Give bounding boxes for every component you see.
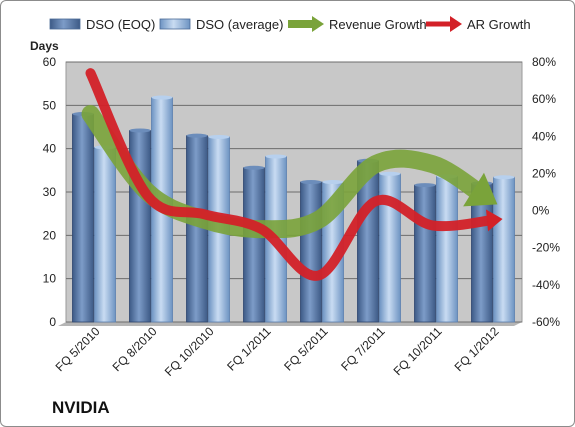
bar-top [151,95,173,100]
bar-top [322,180,344,185]
y2-tick-label: -20% [532,241,560,255]
bar-dso-eoq [414,184,436,323]
ar-growth-line [85,68,499,281]
legend-swatch [159,18,191,30]
legend-label: Revenue Growth [329,17,427,32]
bar-top [243,165,265,170]
bar-dso-eoq [72,113,94,323]
y2-tick-label: 0% [532,204,550,218]
y-tick-label: 40 [43,142,57,156]
legend-arrowhead [450,16,462,32]
bar-top [186,133,208,138]
x-tick-label: FQ 5/2011 [281,324,331,374]
y-tick-label: 30 [43,185,57,199]
bar-top [414,183,436,188]
revenue-growth-arrowhead [463,172,498,207]
ar-growth-arrowhead [486,209,503,232]
bar-top [208,134,230,139]
bar-dso-eoq [300,181,322,323]
x-tick-label: FQ 1/2012 [452,324,502,374]
bar-top [493,175,515,180]
plot-floor [58,322,522,326]
y2-tick-label: -60% [532,315,560,329]
bar-top [265,154,287,159]
bar-dso-average [436,175,458,323]
legend-swatch [49,18,81,30]
y2-tick-label: 20% [532,166,556,180]
bar-dso-average [94,146,116,323]
y-tick-label: 0 [49,315,56,329]
y-tick-label: 20 [43,228,57,242]
bar-dso-average [493,176,515,323]
y2-tick-label: 40% [532,129,556,143]
legend-label: DSO (average) [196,17,283,32]
y-tick-label: 10 [43,272,57,286]
bar-dso-eoq [243,167,265,323]
y2-tick-label: 80% [532,55,556,69]
x-tick-label: FQ 8/2010 [110,324,160,374]
x-tick-label: FQ 5/2010 [53,324,103,374]
y-tick-label: 60 [43,55,57,69]
bar-top [300,180,322,185]
x-tick-label: FQ 10/2010 [162,324,217,379]
legend-label: AR Growth [467,17,531,32]
bar-top [379,171,401,176]
bar-dso-eoq [129,130,151,323]
legend-label: DSO (EOQ) [86,17,155,32]
x-tick-label: FQ 10/2011 [391,324,445,378]
y2-tick-label: 60% [532,92,556,106]
company-name: NVIDIA [52,398,110,417]
legend-arrowhead [312,16,324,32]
y-tick-label: 50 [43,98,57,112]
x-tick-label: FQ 1/2011 [224,324,274,374]
bar-top [129,128,151,133]
x-tick-label: FQ 7/2011 [338,324,388,374]
y-axis-label: Days [30,39,59,53]
y2-tick-label: -40% [532,278,560,292]
